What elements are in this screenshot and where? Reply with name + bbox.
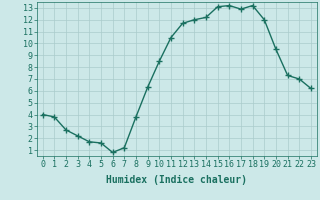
X-axis label: Humidex (Indice chaleur): Humidex (Indice chaleur) <box>106 175 247 185</box>
